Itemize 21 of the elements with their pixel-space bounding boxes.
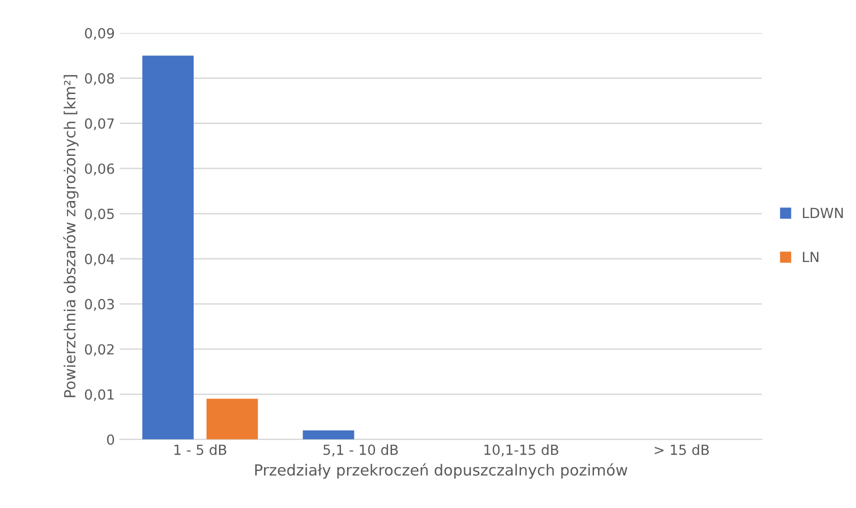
y-tick-label: 0,01 [84,389,114,402]
y-axis-title: Powierzchnia obszarów zagrożonych [km²] [63,75,78,398]
y-tick-label: 0 [107,434,114,445]
bar [302,430,354,440]
y-tick-label: 0,08 [84,73,114,86]
x-tick-label: 5,1 - 10 dB [323,444,398,456]
y-tick-label: 0,07 [84,118,114,130]
bar [206,398,258,440]
y-tick-label: 0,02 [84,344,114,356]
bar [142,56,194,440]
x-tick-label: > 15 dB [654,444,709,456]
y-tick-label: 0,03 [84,298,114,311]
x-axis-title: Przedziały przekroczeń dopuszczalnych pozimów [255,463,628,479]
y-tick-label: 0,06 [84,163,114,176]
legend-label: LDWN [802,208,843,218]
y-tick-label: 0,05 [84,208,114,221]
x-tick-label: 1 - 5 dB [174,444,226,456]
y-tick-label: 0,04 [84,254,114,266]
x-tick-label: 10,1-15 dB [484,444,558,456]
legend-label: LN [802,252,818,262]
y-tick-label: 0,09 [84,28,114,40]
